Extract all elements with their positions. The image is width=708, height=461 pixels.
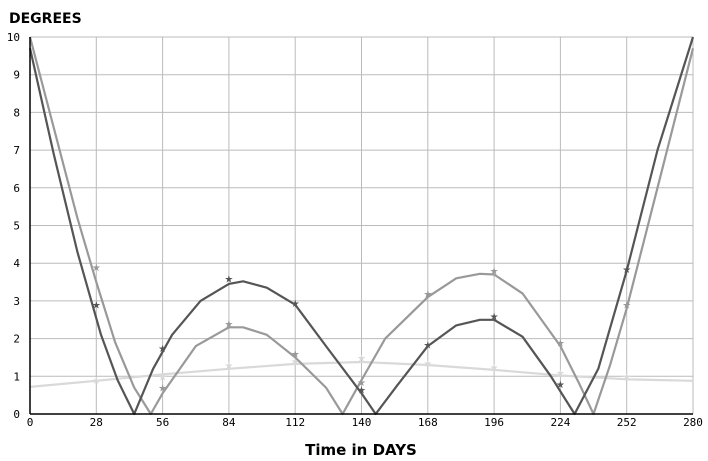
x-tick-label: 196	[484, 416, 504, 429]
y-tick-label: 2	[13, 333, 20, 346]
y-tick-label: 0	[13, 408, 20, 421]
x-tick-label: 56	[156, 416, 169, 429]
x-tick-label: 168	[418, 416, 438, 429]
x-tick-label: 0	[27, 416, 34, 429]
series-line	[28, 36, 695, 416]
data-point-marker: ★	[556, 369, 565, 380]
x-tick-label: 280	[683, 416, 703, 429]
data-point-marker: ★	[423, 340, 432, 351]
data-point-marker: ★	[622, 372, 631, 383]
y-axis-title: DEGREES	[9, 11, 82, 27]
data-point-marker: ★	[622, 265, 631, 276]
y-tick-label: 5	[13, 220, 20, 233]
series-line	[29, 360, 694, 388]
data-point-marker: ★	[92, 301, 101, 312]
data-point-marker: ★	[490, 363, 499, 374]
data-point-marker: ★	[357, 378, 366, 389]
data-point-marker: ★	[357, 353, 366, 364]
data-point-marker: ★	[291, 350, 300, 361]
x-tick-label: 28	[90, 416, 103, 429]
data-point-marker: ★	[92, 376, 101, 387]
data-point-marker: ★	[622, 301, 631, 312]
y-tick-label: 6	[13, 182, 20, 195]
y-tick-label: 10	[7, 31, 20, 44]
data-point-marker: ★	[291, 299, 300, 310]
x-axis-title: Time in DAYS	[305, 441, 417, 459]
y-tick-label: 7	[13, 144, 20, 157]
data-point-marker: ★	[423, 359, 432, 370]
axes	[29, 37, 693, 415]
y-tick-label: 3	[13, 295, 20, 308]
data-point-marker: ★	[490, 312, 499, 323]
data-point-marker: ★	[92, 263, 101, 274]
data-point-marker: ★	[224, 320, 233, 331]
y-tick-label: 4	[13, 257, 20, 270]
data-point-marker: ★	[158, 372, 167, 383]
data-point-marker: ★	[357, 385, 366, 396]
data-point-marker: ★	[158, 344, 167, 355]
x-tick-label: 224	[550, 416, 570, 429]
x-tick-label: 112	[285, 416, 305, 429]
x-tick-label: 252	[617, 416, 637, 429]
data-point-marker: ★	[423, 289, 432, 300]
series-light: ★ ★★ ★ ★★ ★★ ★	[29, 353, 694, 388]
data-point-marker: ★	[224, 274, 233, 285]
x-tick-label: 140	[352, 416, 372, 429]
data-point-marker: ★	[224, 361, 233, 372]
y-tick-label: 1	[13, 370, 20, 383]
y-tick-label: 9	[13, 69, 20, 82]
data-point-marker: ★	[556, 380, 565, 391]
y-tick-label: 8	[13, 106, 20, 119]
data-point-marker: ★	[158, 384, 167, 395]
series-dark: ★★★★★★★★★	[28, 36, 695, 416]
x-tick-label: 84	[222, 416, 236, 429]
data-point-marker: ★	[490, 267, 499, 278]
data-point-marker: ★	[291, 357, 300, 368]
data-point-marker: ★	[556, 338, 565, 349]
